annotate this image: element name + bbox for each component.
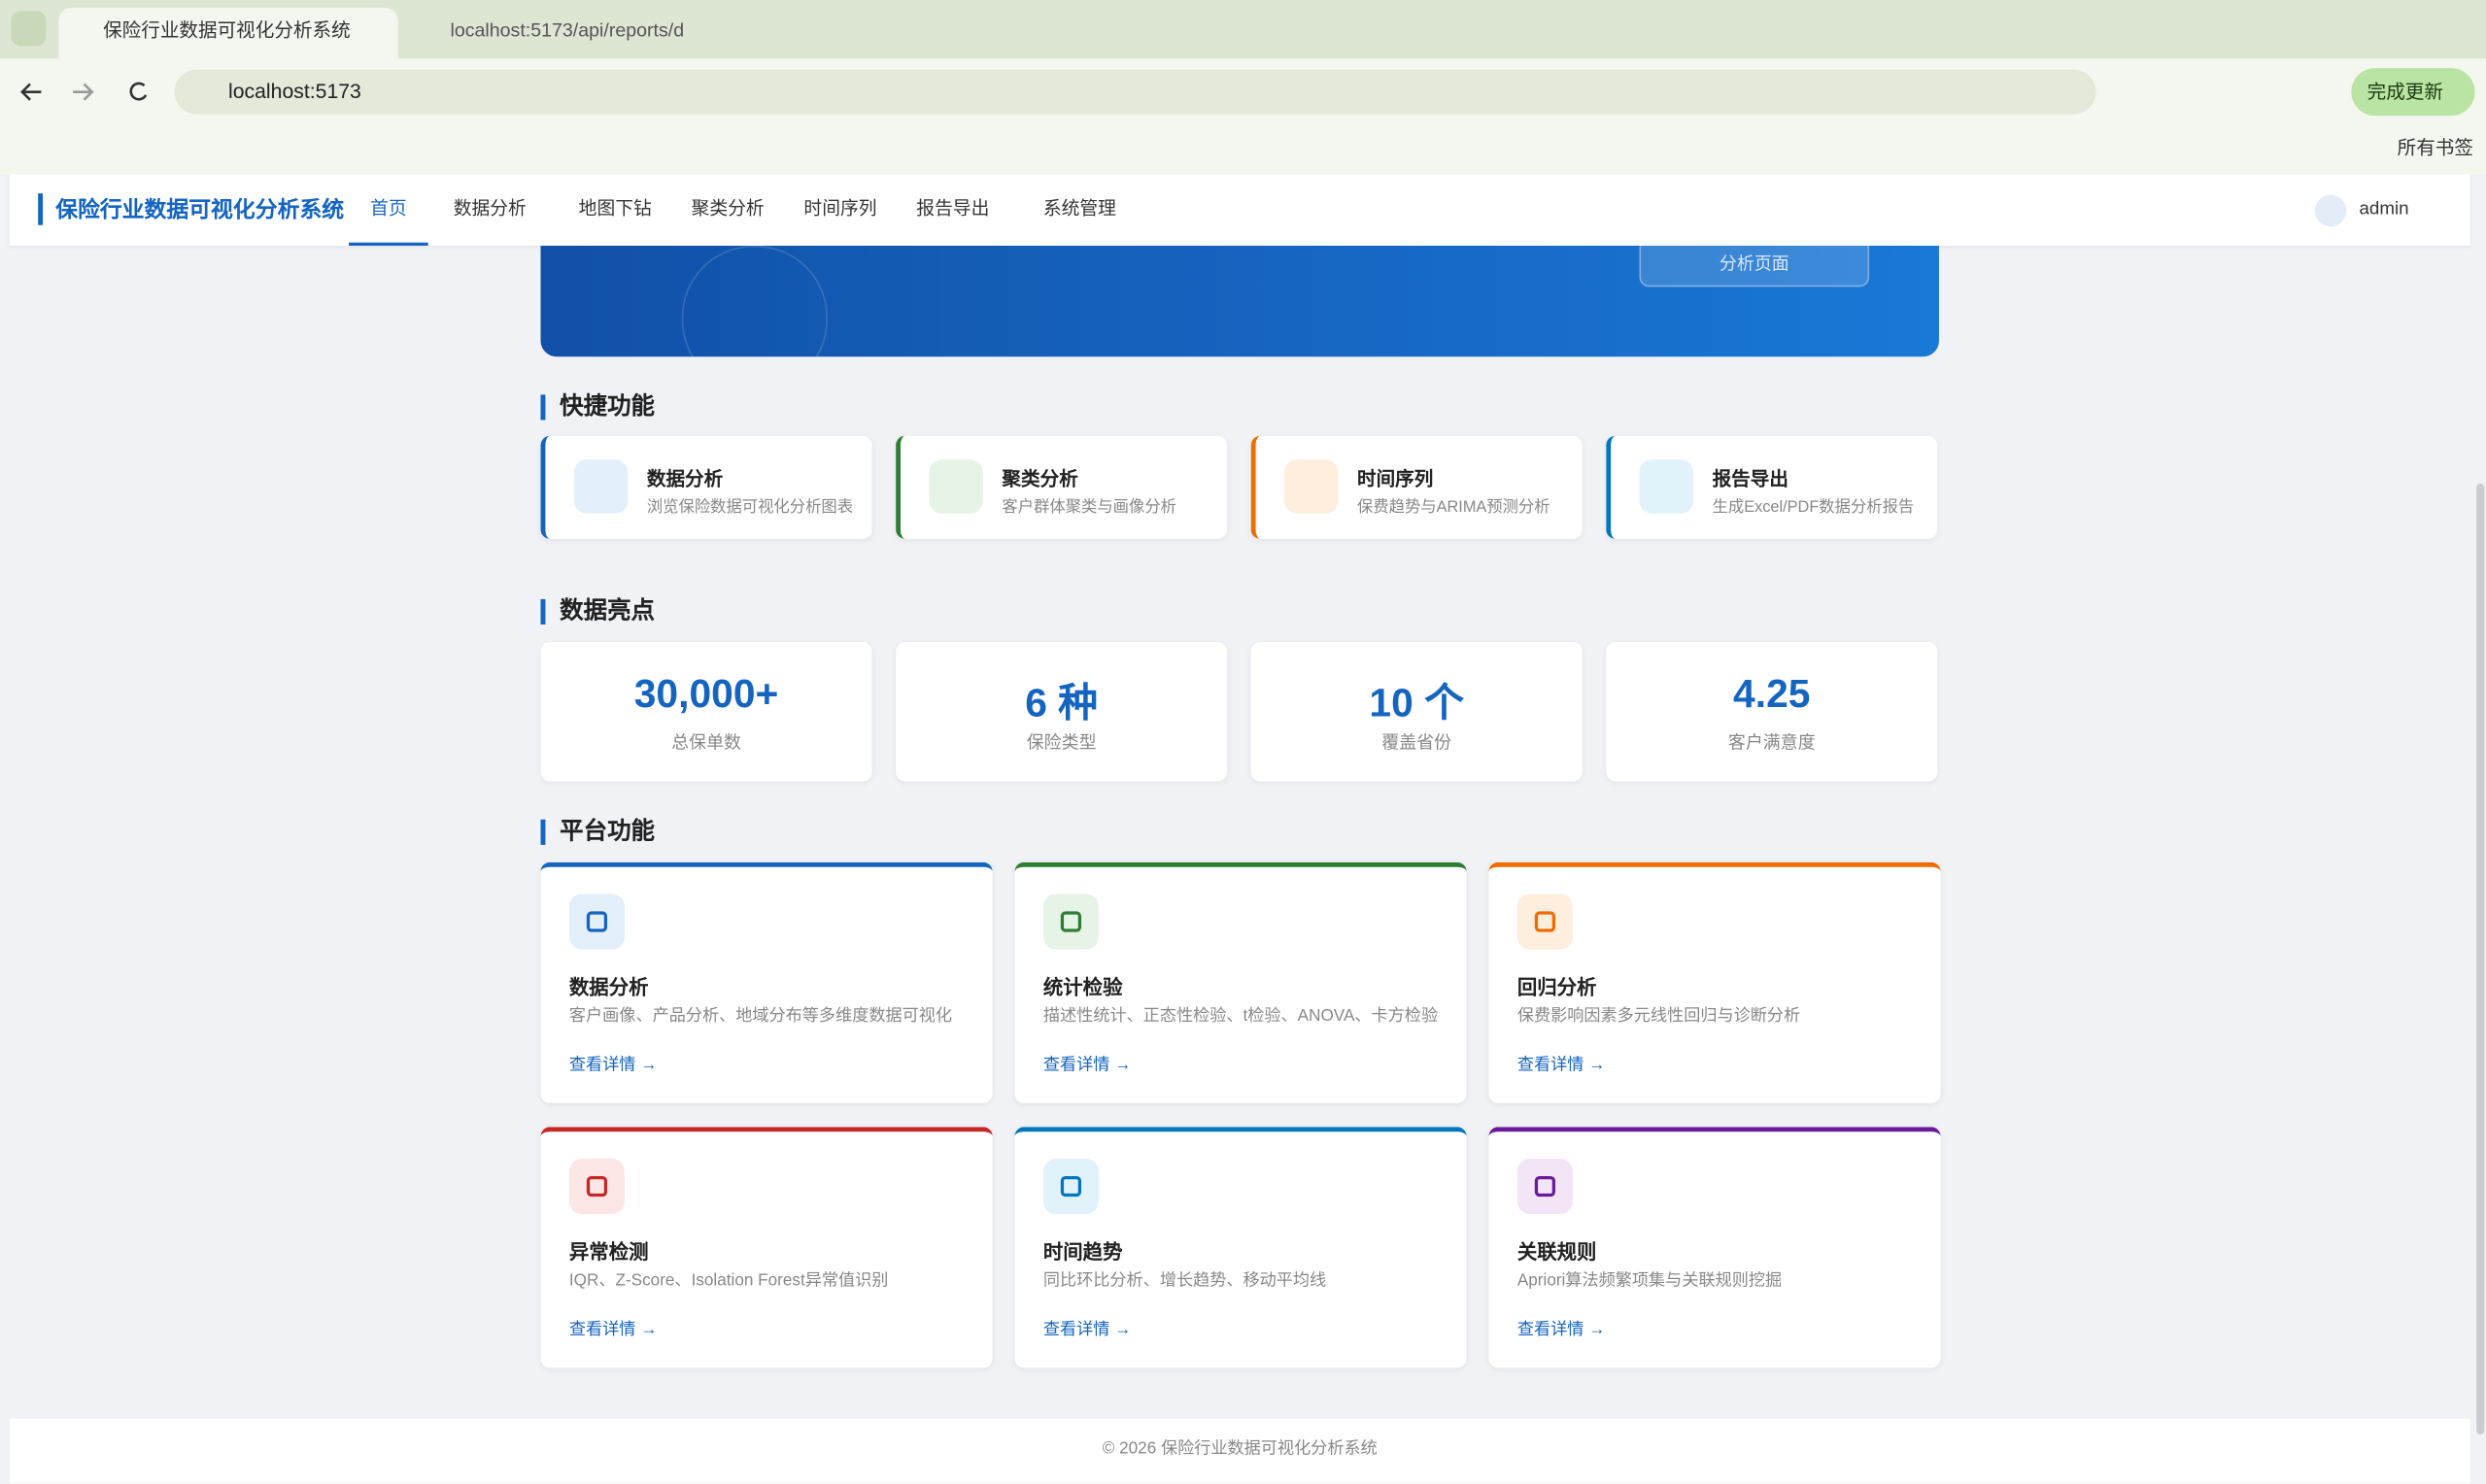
highlight-value: 30,000+ <box>633 671 779 717</box>
feature-icon <box>1516 894 1573 950</box>
highlight-card <box>1606 641 1938 782</box>
feature-icon-glyph <box>586 911 608 932</box>
avatar[interactable] <box>2314 194 2347 227</box>
quick-icon <box>1283 459 1339 514</box>
section-title: 快捷功能 <box>540 394 655 421</box>
feature-icon <box>568 894 626 950</box>
quick-title: 报告导出 <box>1712 467 1788 490</box>
highlight-value: 6 种 <box>1025 681 1099 726</box>
quick-title: 数据分析 <box>646 467 724 490</box>
feature-title: 关联规则 <box>1516 1240 1597 1264</box>
feature-link[interactable]: 查看详情 → <box>1042 1055 1132 1075</box>
feature-link[interactable]: 查看详情 → <box>1516 1055 1606 1075</box>
nav-item[interactable]: 首页 <box>349 175 428 246</box>
quick-desc: 浏览保险数据可视化分析图表 <box>646 499 854 518</box>
quick-title: 聚类分析 <box>1002 467 1078 490</box>
feature-title: 回归分析 <box>1516 976 1597 999</box>
nav-item[interactable]: 时间序列 <box>803 199 877 219</box>
nav-item[interactable]: 地图下钻 <box>578 199 652 219</box>
feature-link[interactable]: 查看详情 → <box>1516 1320 1606 1340</box>
tab-menu[interactable] <box>11 11 47 47</box>
scrollbar[interactable] <box>2476 483 2485 1434</box>
feature-desc: 保费影响因素多元线性回归与诊断分析 <box>1516 1006 1801 1026</box>
arrow-icon: → <box>640 1055 658 1075</box>
feature-title: 统计检验 <box>1042 976 1123 999</box>
feature-icon-glyph <box>586 1175 608 1197</box>
feature-desc: Apriori算法频繁项集与关联规则挖掘 <box>1516 1270 1783 1291</box>
feature-icon-glyph <box>1534 911 1556 932</box>
brand[interactable]: 保险行业数据可视化分析系统 <box>38 193 344 225</box>
feature-desc: IQR、Z-Score、Isolation Forest异常值识别 <box>568 1270 889 1291</box>
nav-item[interactable]: 数据分析 <box>453 199 527 219</box>
bookmarks[interactable]: 所有书签 <box>2397 136 2473 159</box>
tab[interactable]: 保险行业数据可视化分析系统 <box>58 8 398 59</box>
feature-title: 异常检测 <box>568 1240 649 1264</box>
feature-icon <box>1042 1159 1099 1215</box>
user-name[interactable]: admin <box>2359 199 2409 219</box>
feature-icon-glyph <box>1060 1175 1082 1197</box>
nav-buttons[interactable] <box>0 58 175 121</box>
update-button[interactable]: 完成更新 <box>2351 68 2475 117</box>
feature-icon <box>568 1159 626 1215</box>
feature-icon <box>1042 894 1099 950</box>
quick-icon <box>1639 459 1693 514</box>
highlight-card <box>1250 641 1583 782</box>
quick-icon <box>573 459 629 514</box>
section-title: 数据亮点 <box>540 598 655 625</box>
arrow-icon: → <box>1588 1320 1606 1340</box>
tab-bar <box>0 0 2486 59</box>
feature-title: 时间趋势 <box>1042 1240 1123 1264</box>
nav-item[interactable]: 系统管理 <box>1042 199 1116 219</box>
decoration <box>681 245 828 357</box>
nav-item[interactable]: 报告导出 <box>916 199 990 219</box>
hero-button[interactable]: 分析页面 <box>1639 237 1870 287</box>
feature-desc: 同比环比分析、增长趋势、移动平均线 <box>1042 1270 1327 1291</box>
arrow-icon: → <box>1114 1320 1132 1340</box>
feature-link[interactable]: 查看详情 → <box>568 1320 658 1340</box>
highlight-value: 10 个 <box>1369 681 1464 726</box>
feature-title: 数据分析 <box>568 976 649 999</box>
arrow-icon: → <box>1588 1055 1606 1075</box>
arrow-icon: → <box>640 1320 658 1340</box>
quick-icon <box>929 459 983 514</box>
feature-link[interactable]: 查看详情 → <box>568 1055 658 1075</box>
quick-desc: 客户群体聚类与画像分析 <box>1002 499 1176 518</box>
feature-icon-glyph <box>1534 1175 1556 1197</box>
feature-desc: 客户画像、产品分析、地域分布等多维度数据可视化 <box>568 1006 953 1026</box>
section-title: 平台功能 <box>540 819 655 845</box>
quick-desc: 生成Excel/PDF数据分析报告 <box>1712 499 1915 518</box>
tab[interactable]: localhost:5173/api/reports/d <box>450 18 685 42</box>
highlight-label: 客户满意度 <box>1727 733 1816 754</box>
highlight-card <box>540 641 872 782</box>
arrow-icon: → <box>1114 1055 1132 1075</box>
highlight-label: 保险类型 <box>1026 733 1097 754</box>
footer: © 2026 保险行业数据可视化分析系统 <box>9 1418 2470 1484</box>
nav-item[interactable]: 聚类分析 <box>691 199 765 219</box>
hero-banner <box>540 245 1939 357</box>
feature-icon <box>1516 1159 1573 1215</box>
feature-icon-glyph <box>1060 911 1082 932</box>
navbar <box>9 174 2470 246</box>
highlight-card <box>896 641 1228 782</box>
feature-link[interactable]: 查看详情 → <box>1042 1320 1132 1340</box>
highlight-label: 覆盖省份 <box>1381 733 1452 754</box>
quick-desc: 保费趋势与ARIMA预测分析 <box>1357 499 1550 518</box>
feature-desc: 描述性统计、正态性检验、t检验、ANOVA、卡方检验 <box>1042 1006 1439 1026</box>
quick-title: 时间序列 <box>1357 467 1434 490</box>
address-bar[interactable]: localhost:5173 <box>174 69 2096 115</box>
highlight-value: 4.25 <box>1733 671 1811 717</box>
highlight-label: 总保单数 <box>671 733 741 754</box>
